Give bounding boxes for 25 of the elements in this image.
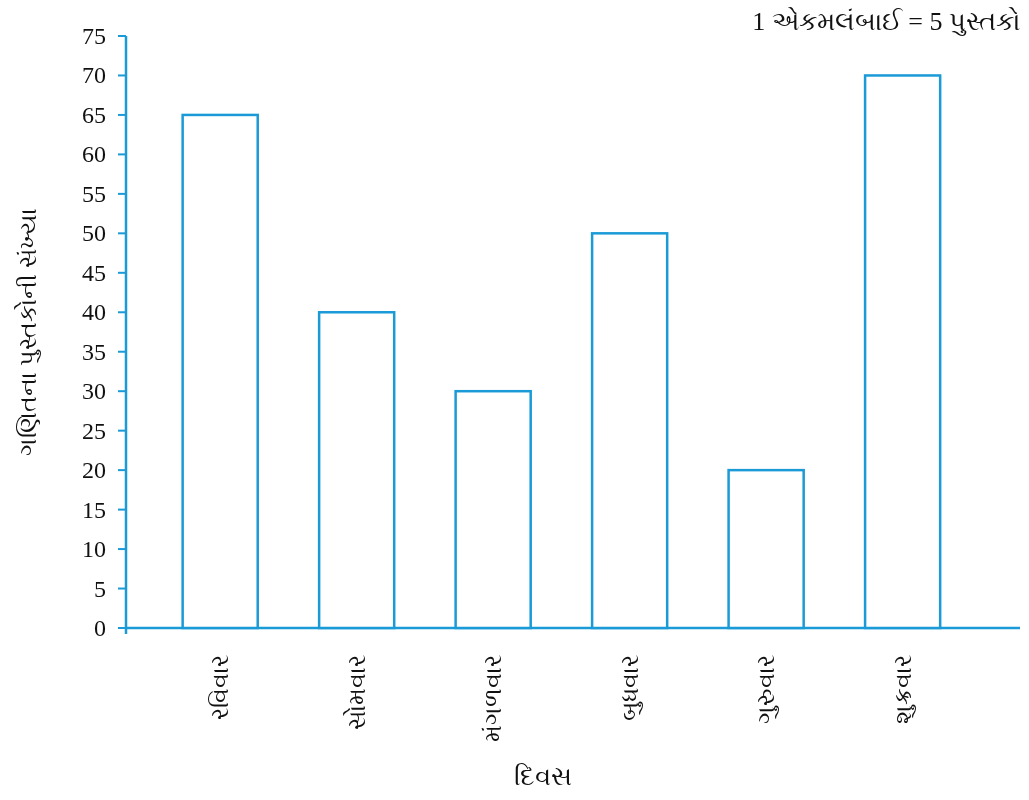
x-tick-label: શુક્રવાર (889, 655, 916, 724)
y-tick-label: 20 (82, 457, 106, 484)
y-tick-label: 70 (82, 62, 106, 89)
y-tick-label: 65 (82, 101, 106, 128)
x-axis-title: દિવસ (514, 762, 572, 791)
y-tick-label: 55 (82, 180, 106, 207)
x-tick-label: બુધવાર (616, 655, 643, 721)
text: 1 એકમલંબાઈ = 5 પુસ્તકો (752, 7, 1021, 36)
x-tick-label: મંગળવાર (480, 655, 507, 742)
y-tick-label: 45 (82, 259, 106, 286)
y-tick-label: 60 (82, 141, 106, 168)
x-tick-label: સોમવાર (342, 655, 370, 730)
y-tick-label: 35 (82, 338, 106, 365)
y-tick-label: 75 (82, 23, 106, 49)
y-tick-label: 15 (82, 496, 106, 523)
y-tick-label: 0 (94, 615, 106, 641)
y-tick-label: 10 (82, 536, 106, 563)
y-axis-title: ગણિતના પુસ્તકોની સંખ્યા (14, 208, 41, 456)
x-tick-label: રવિવાર (207, 655, 234, 720)
y-tick-label: 30 (82, 378, 106, 405)
y-tick-label: 50 (82, 220, 106, 247)
x-tick-label: ગુરુવાર (753, 655, 780, 724)
y-tick-label: 25 (82, 417, 106, 444)
y-tick-label: 40 (82, 299, 106, 326)
y-tick-label: 5 (94, 575, 106, 602)
